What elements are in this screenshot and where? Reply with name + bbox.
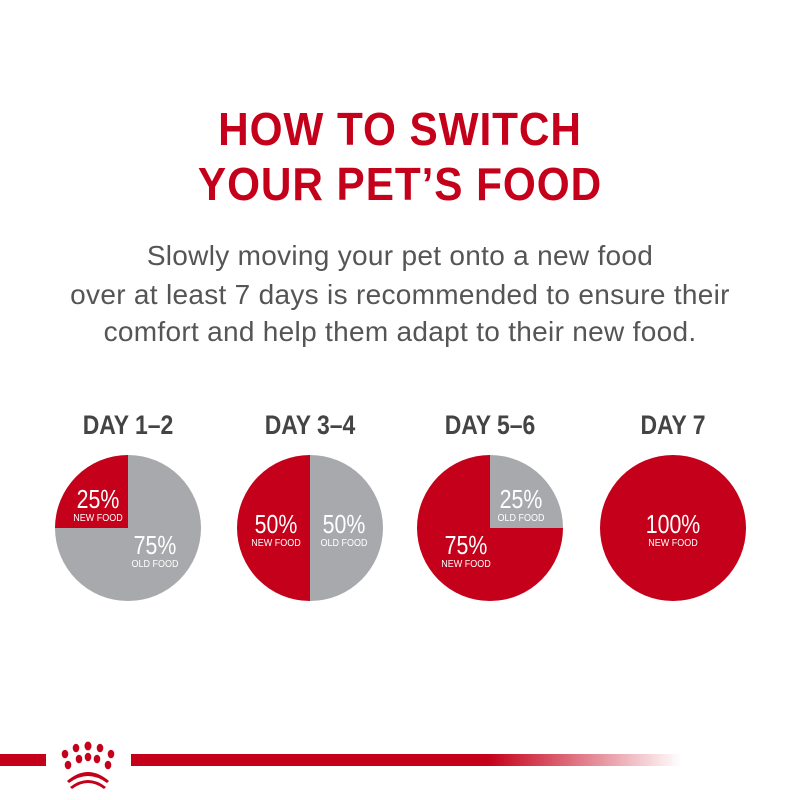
day-5-6-title: DAY 5–6	[444, 410, 536, 440]
pie4-new-label: 100% NEW FOOD	[645, 509, 701, 549]
footer-bar-left	[0, 754, 46, 766]
day-1-2-title: DAY 1–2	[82, 410, 174, 440]
subtitle-line-1: Slowly moving your pet onto a new food	[146, 240, 654, 271]
pie2-slice-new-food	[237, 455, 310, 601]
crown-logo-icon	[61, 741, 115, 789]
pie3-slice-old-food	[490, 455, 563, 528]
footer-bar-right	[131, 754, 681, 766]
subtitle-line-3: comfort and help them adapt to their new…	[103, 316, 697, 347]
pie1-new-label: 25% NEW FOOD	[73, 484, 123, 524]
pie3-new-label: 75% NEW FOOD	[441, 530, 491, 570]
pie4-slice-new-food	[600, 455, 746, 601]
pie1-slice-new-food	[55, 455, 128, 528]
pie2-old-label: 50% OLD FOOD	[320, 509, 368, 549]
subtitle-line-2: over at least 7 days is recommended to e…	[70, 279, 730, 310]
day-7-title: DAY 7	[640, 410, 706, 440]
title-line-2: YOUR PET’S FOOD	[197, 158, 603, 210]
title-line-1: HOW TO SWITCH	[218, 103, 582, 155]
pie1-old-label: 75% OLD FOOD	[131, 530, 179, 570]
pie1-slice-old-food	[55, 455, 201, 601]
pie2-new-label: 50% NEW FOOD	[251, 509, 301, 549]
pie2-slice-old-food	[310, 455, 383, 601]
pie3-old-label: 25% OLD FOOD	[497, 484, 545, 524]
day-3-4-title: DAY 3–4	[264, 410, 356, 440]
